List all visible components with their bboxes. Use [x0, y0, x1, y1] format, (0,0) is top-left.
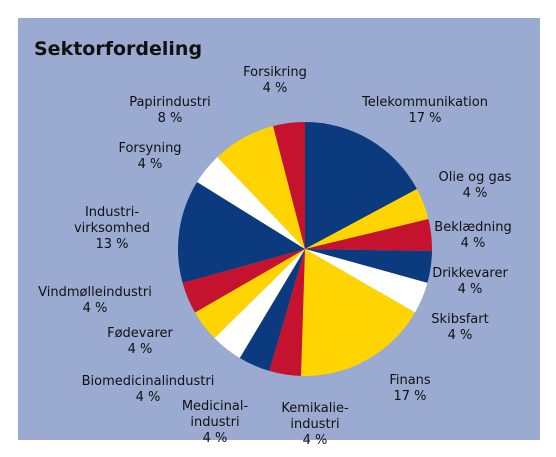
slice-label: Finans: [389, 373, 431, 388]
slice-label: Olie og gas: [439, 170, 512, 185]
slice-label: Drikkevarer: [432, 266, 508, 281]
value-label: 8 %: [158, 111, 183, 126]
value-label: 4 %: [136, 390, 161, 405]
pie-slice: [300, 249, 415, 376]
value-label: 4 %: [303, 433, 328, 448]
pie-slice: [182, 249, 305, 313]
slice-label: Papirindustri: [129, 95, 211, 110]
value-label: 17 %: [393, 389, 426, 404]
slice-label: Telekommunikation: [361, 95, 488, 110]
slice-label: Biomedicinalindustri: [82, 374, 215, 389]
pie-slice: [305, 189, 429, 249]
slice-label: Fødevarer: [107, 326, 173, 341]
value-label: 4 %: [83, 301, 108, 316]
pie-slice: [269, 249, 305, 376]
chart-title: Sektorfordeling: [34, 38, 202, 60]
value-label: 4 %: [128, 342, 153, 357]
value-label: 4 %: [263, 81, 288, 96]
pie-slice: [305, 249, 428, 313]
value-label: 4 %: [448, 328, 473, 343]
value-label: 4 %: [203, 431, 228, 446]
pie-slice: [214, 249, 305, 358]
slice-label: Medicinal-industri: [182, 399, 249, 430]
value-label: 4 %: [461, 236, 486, 251]
slice-label: Forsyning: [118, 141, 181, 156]
pie-slice: [197, 157, 305, 249]
pie-slice: [273, 122, 305, 249]
value-label: 13 %: [95, 237, 128, 252]
slice-label: Skibsfart: [431, 312, 488, 327]
slice-label: Vindmølleindustri: [38, 285, 152, 300]
value-label: 4 %: [138, 157, 163, 172]
pie-slice: [305, 249, 432, 283]
pie-slice: [217, 126, 305, 249]
pie-slice: [305, 122, 417, 249]
value-label: 17 %: [408, 111, 441, 126]
slice-label: Kemikalie-industri: [281, 401, 349, 432]
value-label: 4 %: [463, 186, 488, 201]
pie-slice: [305, 219, 432, 252]
slice-label: Forsikring: [243, 65, 307, 80]
pie-slice: [178, 182, 305, 283]
slice-label: Industri-virksomhed: [74, 205, 150, 236]
value-label: 4 %: [458, 282, 483, 297]
slice-label: Beklædning: [434, 220, 511, 235]
pie-slice: [195, 249, 305, 339]
pie-slice: [239, 249, 305, 371]
